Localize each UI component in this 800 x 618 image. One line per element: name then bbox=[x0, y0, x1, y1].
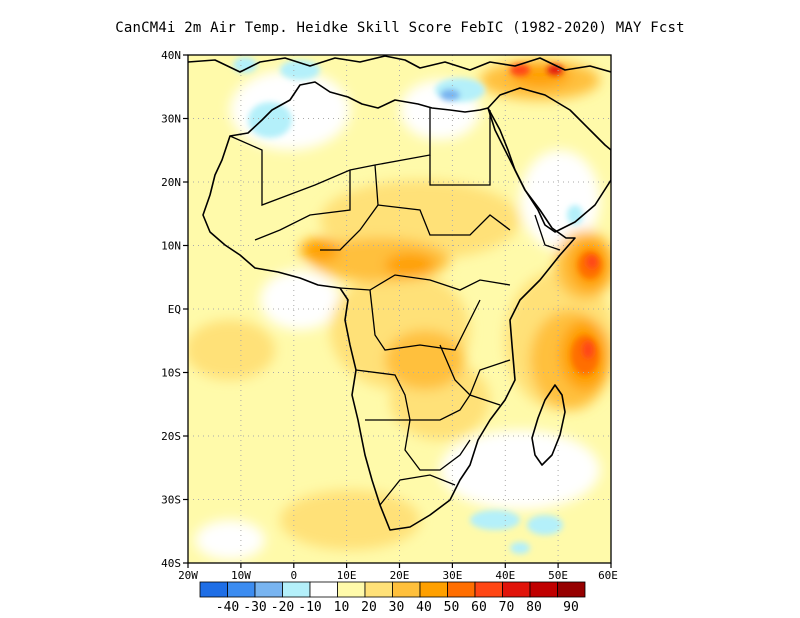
colorbar-swatch bbox=[309, 581, 338, 598]
colorbar-swatch bbox=[337, 581, 366, 598]
colorbar-swatch bbox=[447, 581, 476, 598]
lat-label: 10S bbox=[161, 367, 181, 380]
colorbar-label: 20 bbox=[361, 600, 377, 615]
axis-ticks bbox=[183, 54, 612, 568]
colorbar-label: 60 bbox=[471, 600, 487, 615]
lat-label: 10N bbox=[161, 240, 181, 253]
lon-label: 30E bbox=[442, 569, 462, 582]
lat-label: 30N bbox=[161, 113, 181, 126]
lat-label: 40N bbox=[161, 49, 181, 62]
colorbar-label: 70 bbox=[499, 600, 515, 615]
colorbar-label: 10 bbox=[334, 600, 350, 615]
country-borders bbox=[229, 108, 561, 506]
graticule bbox=[188, 55, 611, 563]
lon-label: 60E bbox=[598, 569, 618, 582]
colorbar-swatch bbox=[419, 581, 448, 598]
lon-label: 50E bbox=[548, 569, 568, 582]
colorbar-labels: -40 -30 -20 -10 10 20 30 40 50 60 70 80 … bbox=[216, 600, 579, 615]
colorbar-swatch bbox=[474, 581, 503, 598]
colorbar-swatch bbox=[282, 581, 311, 598]
colorbar-swatch bbox=[227, 581, 256, 598]
colorbar-swatch bbox=[364, 581, 393, 598]
colorbar-swatch bbox=[529, 581, 558, 598]
lat-label: 30S bbox=[161, 494, 181, 507]
lon-label: 10E bbox=[337, 569, 357, 582]
lat-label: 20S bbox=[161, 430, 181, 443]
colorbar-label: 40 bbox=[416, 600, 432, 615]
colorbar: -40 -30 -20 -10 10 20 30 40 50 60 70 80 … bbox=[199, 581, 586, 615]
lon-label: 40E bbox=[495, 569, 515, 582]
lon-label: 20E bbox=[390, 569, 410, 582]
colorbar-label: 80 bbox=[526, 600, 542, 615]
colorbar-label: -30 bbox=[243, 600, 266, 615]
lon-label: 10W bbox=[231, 569, 251, 582]
coastlines bbox=[188, 55, 611, 531]
colorbar-label: -40 bbox=[216, 600, 239, 615]
colorbar-label: 90 bbox=[563, 600, 579, 615]
longitude-labels: 20W 10W 0 10E 20E 30E 40E 50E 60E bbox=[178, 569, 618, 582]
colorbar-swatch bbox=[254, 581, 283, 598]
latitude-labels: 40N 30N 20N 10N EQ 10S 20S 30S 40S bbox=[161, 49, 181, 570]
colorbar-label: 50 bbox=[444, 600, 460, 615]
colorbar-swatch bbox=[557, 581, 586, 598]
map-title: CanCM4i 2m Air Temp. Heidke Skill Score … bbox=[115, 20, 685, 36]
colorbar-swatch bbox=[199, 581, 228, 598]
lat-label: 40S bbox=[161, 557, 181, 570]
lat-label: EQ bbox=[168, 303, 181, 316]
lat-label: 20N bbox=[161, 176, 181, 189]
colorbar-swatch bbox=[502, 581, 531, 598]
colorbar-boxes bbox=[199, 581, 586, 598]
lon-label: 0 bbox=[290, 569, 297, 582]
colorbar-label: 30 bbox=[389, 600, 405, 615]
colorbar-label: -20 bbox=[271, 600, 294, 615]
colorbar-swatch bbox=[392, 581, 421, 598]
colorbar-label: -10 bbox=[298, 600, 321, 615]
lon-label: 20W bbox=[178, 569, 198, 582]
